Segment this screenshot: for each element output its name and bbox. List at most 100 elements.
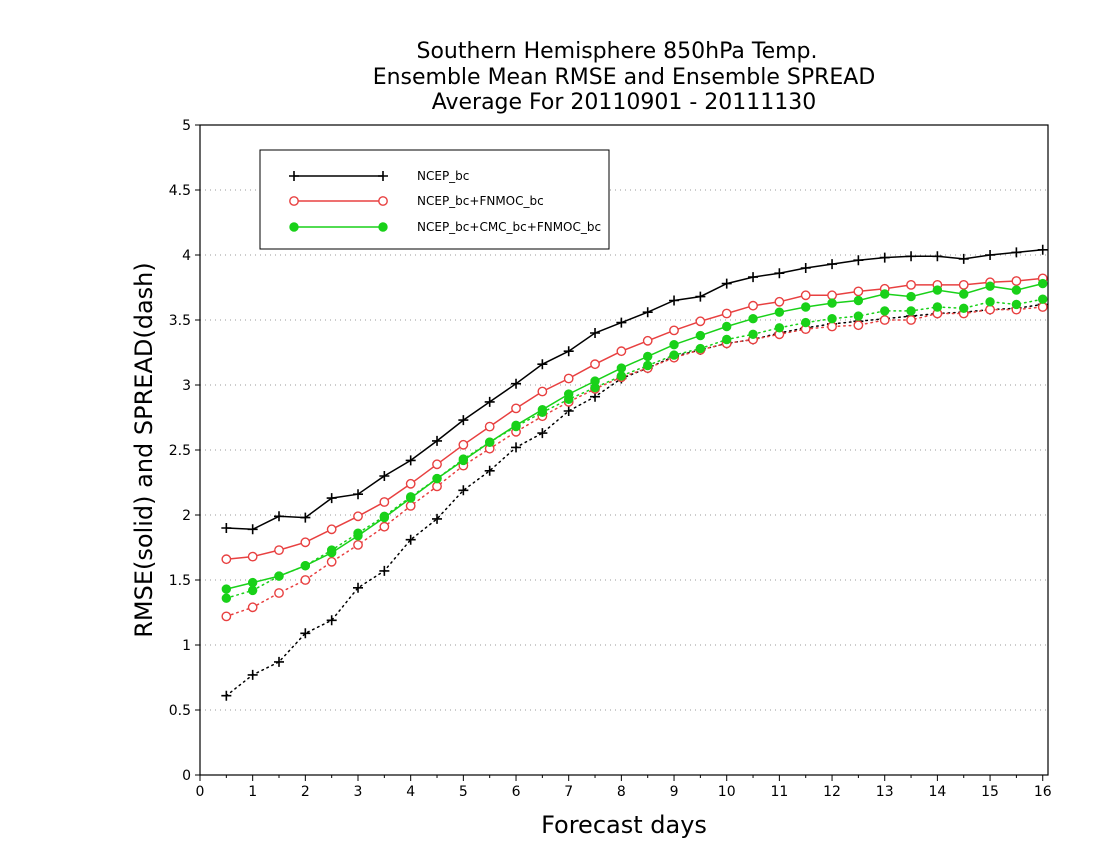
rmse-point: [274, 511, 285, 522]
legend-label: NCEP_bc: [417, 169, 469, 183]
rmse-point: [484, 396, 495, 407]
rmse-point: [669, 325, 679, 336]
spread-point: [1038, 294, 1048, 304]
rmse-point: [748, 272, 759, 283]
rmse-point: [432, 473, 442, 484]
rmse-point: [801, 302, 811, 312]
spread-point: [801, 317, 811, 328]
spread-point: [827, 314, 837, 324]
spread-point: [458, 485, 469, 496]
spread-point: [274, 588, 284, 598]
y-tick-label: 0.5: [169, 703, 191, 719]
rmse-point: [958, 279, 969, 290]
legend-marker: [378, 171, 388, 181]
legend-label: NCEP_bc+FNMOC_bc: [417, 194, 544, 208]
spread-point: [853, 311, 864, 321]
chart-title-line-1: Southern Hemisphere 850hPa Temp.: [417, 39, 818, 64]
rmse-point: [511, 420, 521, 430]
spread-point: [379, 565, 390, 576]
spread-point: [353, 582, 364, 593]
rmse-point: [748, 314, 758, 324]
rmse-point: [774, 268, 785, 279]
spread-point: [827, 321, 837, 332]
rmse-point: [563, 389, 574, 399]
spread-point: [669, 350, 679, 360]
rmse-point: [458, 415, 469, 426]
spread-point: [1011, 299, 1022, 310]
rmse-point: [458, 439, 469, 450]
spread-point: [537, 428, 548, 439]
y-tick-label: 3.5: [169, 313, 191, 329]
rmse-point: [405, 493, 416, 503]
spread-point: [484, 465, 495, 476]
spread-point: [511, 442, 522, 453]
rmse-point: [379, 512, 390, 523]
rmse-point: [695, 291, 706, 302]
spread-point: [300, 575, 311, 585]
rmse-point: [432, 435, 443, 446]
rmse-point: [853, 255, 864, 266]
x-tick-label: 7: [564, 784, 573, 800]
rmse-point: [932, 285, 943, 295]
rmse-point: [458, 455, 469, 466]
legend-marker: [289, 196, 299, 206]
spread-point: [774, 323, 785, 333]
legend-marker: [289, 222, 299, 232]
rmse-point: [274, 545, 284, 555]
spread-point: [326, 615, 337, 626]
spread-line: [225, 306, 1044, 618]
x-tick-label: 10: [718, 784, 736, 800]
spread-point: [985, 304, 995, 315]
rmse-point: [959, 289, 969, 299]
y-tick-label: 0: [182, 768, 191, 784]
spread-point: [221, 690, 232, 701]
rmse-point: [563, 373, 574, 384]
rmse-point: [879, 252, 890, 263]
legend-entry: NCEP_bc+FNMOC_bc: [289, 194, 544, 208]
spread-point: [695, 343, 706, 354]
y-tick-label: 2: [182, 508, 191, 524]
spread-point: [247, 585, 258, 596]
rmse-point: [247, 524, 258, 535]
x-tick-label: 16: [1034, 784, 1052, 800]
rmse-point: [985, 281, 995, 291]
x-tick-label: 6: [512, 784, 521, 800]
rmse-point: [932, 251, 943, 262]
chart-title-line-2: Ensemble Mean RMSE and Ensemble SPREAD: [373, 65, 876, 90]
rmse-point: [300, 537, 311, 548]
rmse-point: [537, 359, 548, 370]
rmse-point: [985, 250, 996, 260]
rmse-point: [326, 524, 337, 535]
spread-point: [300, 628, 311, 639]
y-axis-title: RMSE(solid) and SPREAD(dash): [130, 262, 158, 638]
legend: NCEP_bc NCEP_bc+FNMOC_bc NCEP_bc+CMC_bc+FN…: [259, 149, 610, 250]
legend-entries: NCEP_bc NCEP_bc+FNMOC_bc NCEP_bc+CMC_bc+FN…: [289, 169, 601, 234]
legend-marker: [378, 196, 388, 206]
rmse-point: [880, 289, 890, 299]
chart-title-line-3: Average For 20110901 - 20111130: [432, 90, 817, 115]
rmse-point: [300, 512, 311, 523]
rmse-line: [226, 282, 1043, 590]
rmse-point: [853, 295, 864, 306]
spread-point: [221, 593, 232, 603]
legend-entry: NCEP_bc: [289, 169, 469, 183]
spread-point: [959, 303, 969, 313]
spread-point: [247, 602, 258, 613]
spread-point: [379, 521, 390, 532]
y-tick-label: 4: [182, 248, 191, 264]
rmse-point: [800, 263, 811, 273]
rmse-point: [669, 340, 679, 350]
rmse-point: [827, 290, 837, 301]
rmse-point: [221, 554, 232, 565]
y-tick-label: 1.5: [169, 573, 191, 589]
y-tick-label: 4.5: [169, 183, 191, 199]
rmse-point: [405, 478, 416, 489]
rmse-point: [511, 378, 522, 389]
rmse-point: [906, 291, 916, 302]
rmse-point: [247, 577, 258, 588]
rmse-point: [722, 321, 732, 332]
spread-line: [225, 303, 1044, 697]
rmse-point: [484, 421, 495, 432]
rmse-point: [537, 405, 548, 415]
rmse-point: [695, 316, 706, 327]
